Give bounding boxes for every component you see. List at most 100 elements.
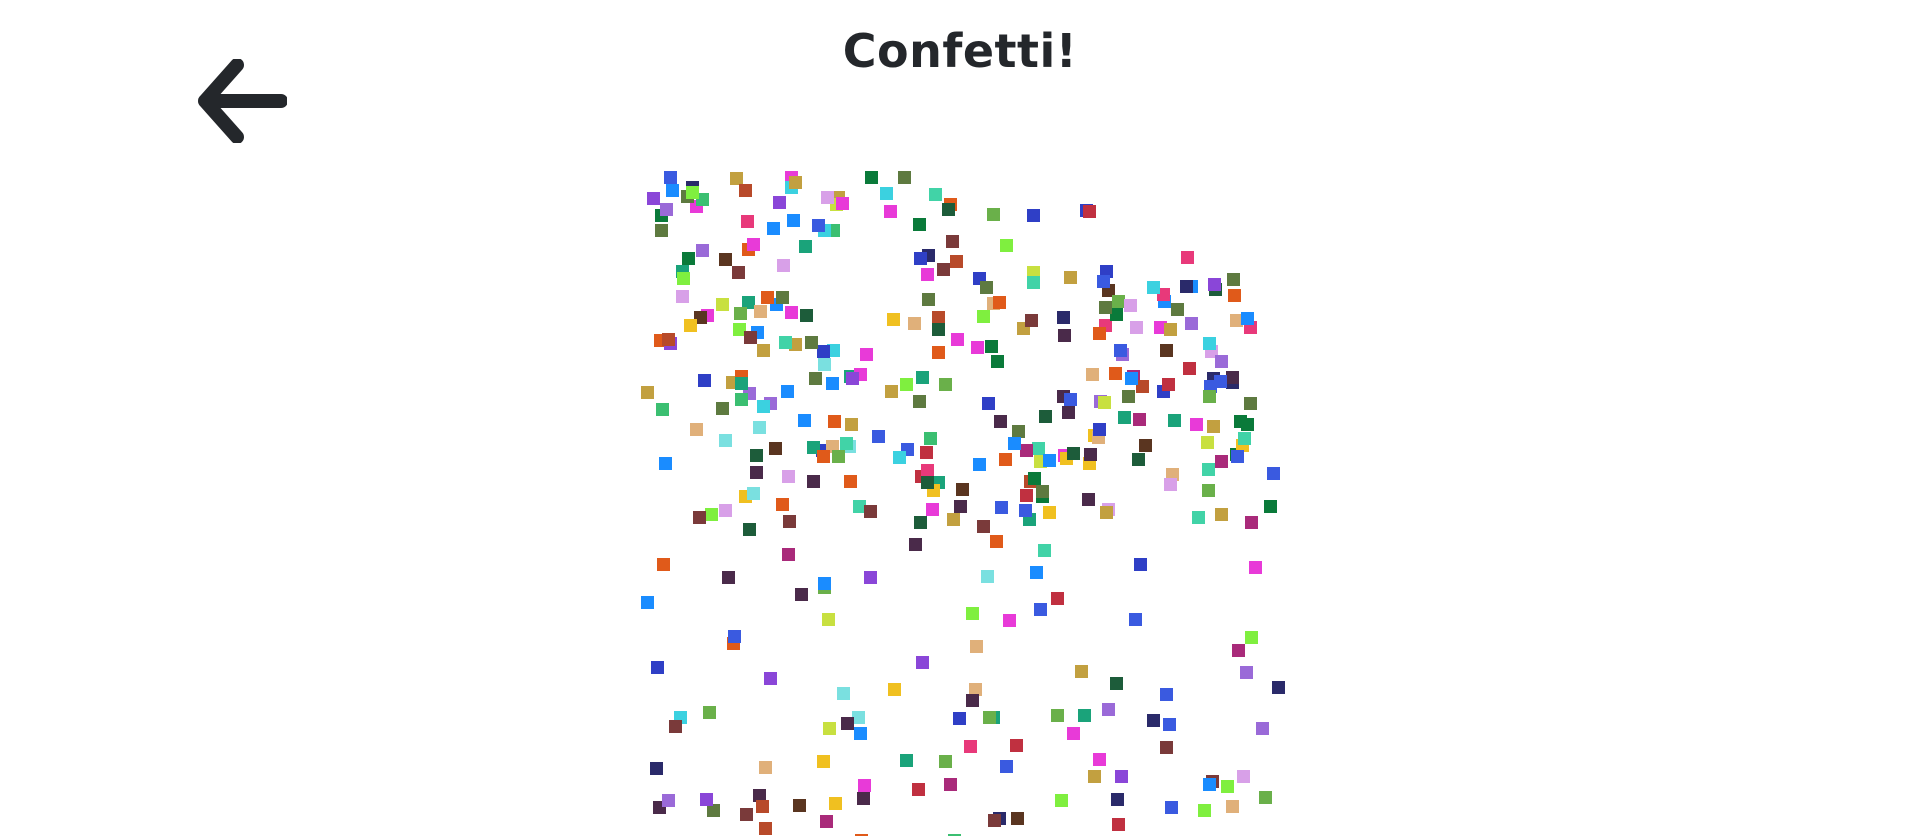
confetti-piece [789, 338, 802, 351]
confetti-piece [1215, 355, 1228, 368]
confetti-piece [900, 378, 913, 391]
confetti-piece [764, 672, 777, 685]
confetti-piece [1165, 801, 1178, 814]
confetti-piece [733, 323, 746, 336]
confetti-piece [821, 191, 834, 204]
confetti-piece [823, 722, 836, 735]
confetti-piece [932, 323, 945, 336]
confetti-piece [1100, 265, 1113, 278]
confetti-piece [837, 687, 850, 700]
confetti-piece [836, 197, 849, 210]
confetti-piece [1238, 432, 1251, 445]
confetti-piece [1097, 275, 1110, 288]
confetti-piece [1112, 295, 1125, 308]
confetti-piece [1245, 631, 1258, 644]
confetti-piece [1020, 489, 1033, 502]
confetti-piece [1245, 516, 1258, 529]
confetti-piece [696, 244, 709, 257]
confetti-piece [1019, 504, 1032, 517]
confetti-piece [988, 814, 1001, 827]
confetti-piece [1130, 321, 1143, 334]
confetti-piece [799, 240, 812, 253]
confetti-piece [747, 487, 760, 500]
confetti-piece [1226, 371, 1239, 384]
confetti-piece [1164, 323, 1177, 336]
confetti-piece [1058, 329, 1071, 342]
confetti-piece [785, 306, 798, 319]
confetti-piece [937, 263, 950, 276]
confetti-piece [840, 437, 853, 450]
confetti-piece [753, 789, 766, 802]
confetti-piece [690, 423, 703, 436]
confetti-piece [852, 711, 865, 724]
confetti-piece [820, 815, 833, 828]
confetti-piece [1240, 666, 1253, 679]
confetti-piece [829, 797, 842, 810]
confetti-piece [1190, 418, 1203, 431]
confetti-piece [777, 259, 790, 272]
confetti-piece [1082, 493, 1095, 506]
confetti-piece [939, 378, 952, 391]
confetti-piece [682, 252, 695, 265]
confetti-piece [985, 340, 998, 353]
confetti-piece [908, 317, 921, 330]
confetti-piece [817, 345, 830, 358]
confetti-piece [900, 754, 913, 767]
confetti-piece [743, 523, 756, 536]
confetti-piece [1055, 794, 1068, 807]
confetti-piece [1093, 327, 1106, 340]
confetti-piece [817, 755, 830, 768]
confetti-piece [776, 498, 789, 511]
confetti-piece [1267, 467, 1280, 480]
confetti-piece [734, 307, 747, 320]
confetti-piece [753, 421, 766, 434]
confetti-piece [754, 305, 767, 318]
confetti-piece [921, 476, 934, 489]
confetti-piece [854, 727, 867, 740]
confetti-piece [1064, 271, 1077, 284]
confetti-piece [970, 640, 983, 653]
confetti-piece [789, 176, 802, 189]
confetti-piece [818, 358, 831, 371]
back-button[interactable] [194, 56, 290, 146]
confetti-piece [1160, 688, 1173, 701]
confetti-piece [990, 535, 1003, 548]
confetti-piece [1028, 472, 1041, 485]
confetti-piece [885, 385, 898, 398]
confetti-piece [698, 374, 711, 387]
confetti-piece [845, 418, 858, 431]
confetti-piece [1122, 390, 1135, 403]
confetti-piece [884, 205, 897, 218]
confetti-piece [953, 712, 966, 725]
confetti-piece [1201, 436, 1214, 449]
confetti-piece [1157, 288, 1170, 301]
confetti-piece [742, 296, 755, 309]
confetti-piece [1237, 770, 1250, 783]
confetti-piece [913, 218, 926, 231]
confetti-piece [741, 215, 754, 228]
confetti-piece [971, 341, 984, 354]
confetti-piece [1241, 312, 1254, 325]
confetti-piece [898, 171, 911, 184]
confetti-piece [1067, 727, 1080, 740]
confetti-piece [1000, 760, 1013, 773]
confetti-piece [916, 371, 929, 384]
confetti-piece [1084, 448, 1097, 461]
confetti-piece [1038, 544, 1051, 557]
confetti-piece [1125, 372, 1138, 385]
confetti-piece [676, 290, 689, 303]
confetti-piece [656, 403, 669, 416]
confetti-piece [1203, 778, 1216, 791]
confetti-piece [739, 184, 752, 197]
confetti-piece [1093, 753, 1106, 766]
confetti-piece [1118, 411, 1131, 424]
confetti-piece [759, 761, 772, 774]
confetti-piece [716, 402, 729, 415]
confetti-piece [757, 400, 770, 413]
confetti-piece [858, 779, 871, 792]
confetti-piece [795, 588, 808, 601]
confetti-piece [660, 203, 673, 216]
confetti-piece [1064, 393, 1077, 406]
confetti-piece [841, 717, 854, 730]
